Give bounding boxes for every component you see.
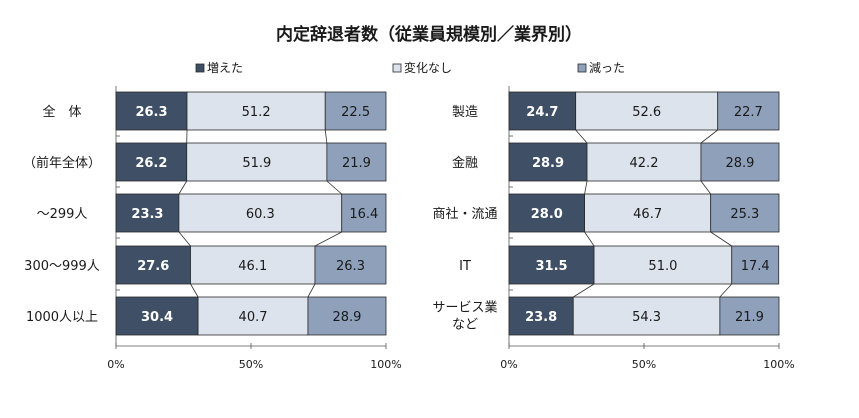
x-tick-label: 100% [370,358,401,371]
series-line [585,181,587,194]
series-line [325,130,327,143]
data-label: 21.9 [342,156,371,171]
data-label: 60.3 [246,207,275,222]
category-label: サービス業 [432,300,497,316]
series-line [701,130,718,143]
category-label: （前年全体） [23,155,101,171]
x-tick-label: 0% [107,358,124,371]
category-label: IT [459,259,471,274]
legend-label-2: 変化なし [404,60,452,75]
data-label: 25.3 [730,207,759,222]
data-label: 27.6 [137,259,169,274]
legend-swatch-3 [578,64,586,72]
chart-panel-2: 0% 50% 100% 24.7 52.6 22.7 製造 28.9 42.2 28.9 金融 28.… [432,86,794,371]
category-label: 製造 [452,105,478,120]
legend-swatch-1 [196,64,204,72]
x-tick-label: 100% [763,358,794,371]
data-label: 26.3 [336,259,365,274]
data-label: 28.9 [726,156,755,171]
series-line [191,284,199,297]
series-line [179,232,191,246]
chart-title: 内定辞退者数（従業員規模別／業界別） [276,24,582,45]
chart-panel-1: 0% 50% 100% 26.3 51.2 22.5 全 体 26.2 51.9 21.9 （前年全… [23,86,402,371]
series-line [711,232,732,246]
x-tick-label: 0% [500,358,517,371]
series-line [315,232,342,246]
data-label: 46.1 [238,259,267,274]
x-tick-label: 50% [632,358,656,371]
data-label: 17.4 [741,259,770,274]
data-label: 21.9 [735,310,764,325]
series-line [179,181,187,194]
category-label: 1000人以上 [26,310,98,325]
data-label: 16.4 [349,207,378,222]
data-label: 26.2 [135,156,167,171]
data-label: 52.6 [632,105,661,120]
series-line [576,130,587,143]
data-label: 23.3 [131,207,163,222]
series-line [720,284,732,297]
legend-swatch-2 [393,64,401,72]
legend-label-3: 減った [589,60,625,75]
x-tick-label: 50% [239,358,263,371]
data-label: 23.8 [525,310,557,325]
data-label: 30.4 [141,310,173,325]
data-label: 28.9 [333,310,362,325]
category-label: 商社・流通 [432,206,497,222]
data-label: 31.5 [535,259,567,274]
data-label: 51.0 [648,259,677,274]
series-line [701,181,711,194]
data-label: 22.7 [734,105,763,120]
data-label: 51.2 [242,105,271,120]
category-label: 金融 [452,155,478,171]
data-label: 51.9 [242,156,271,171]
data-label: 28.0 [531,207,563,222]
series-line [573,284,594,297]
category-label: など [452,318,478,333]
series-line [308,284,315,297]
category-label: 300～999人 [24,259,100,274]
data-label: 22.5 [341,105,370,120]
series-line [585,232,594,246]
data-label: 40.7 [239,310,268,325]
series-line [327,181,342,194]
data-label: 26.3 [135,105,167,120]
data-label: 24.7 [526,105,558,120]
data-label: 28.9 [532,156,564,171]
data-label: 42.2 [630,156,659,171]
category-label: ～299人 [37,207,88,222]
category-label: 全 体 [42,104,81,120]
legend-label-1: 増えた [207,61,243,75]
data-label: 54.3 [632,310,661,325]
data-label: 46.7 [633,207,662,222]
